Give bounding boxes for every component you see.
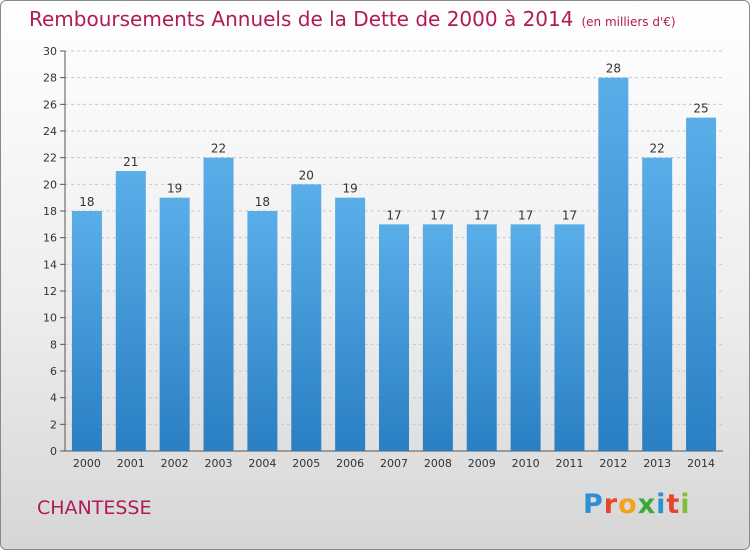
y-tick-label: 24	[43, 125, 57, 138]
bar-value-label: 17	[386, 208, 401, 222]
bar	[466, 224, 497, 451]
bar	[335, 197, 366, 451]
bar-value-label: 21	[123, 155, 138, 169]
y-tick-label: 28	[43, 72, 57, 85]
x-tick-label: 2003	[205, 457, 233, 470]
bar-value-label: 20	[299, 168, 314, 182]
y-tick-label: 22	[43, 152, 57, 165]
y-tick-label: 30	[43, 45, 57, 58]
bar-value-label: 17	[474, 208, 489, 222]
logo-letter: o	[618, 489, 638, 520]
y-tick-label: 12	[43, 285, 57, 298]
x-tick-label: 2014	[687, 457, 715, 470]
y-tick-label: 4	[50, 392, 57, 405]
bar-value-label: 28	[606, 62, 621, 76]
x-tick-label: 2001	[117, 457, 145, 470]
bar	[598, 77, 629, 452]
x-tick-label: 2005	[292, 457, 320, 470]
x-tick-label: 2008	[424, 457, 452, 470]
y-tick-label: 26	[43, 98, 57, 111]
y-tick-label: 16	[43, 232, 57, 245]
x-tick-label: 2010	[512, 457, 540, 470]
bar-value-label: 18	[79, 195, 94, 209]
x-tick-label: 2011	[555, 457, 583, 470]
logo-letter: x	[637, 489, 657, 520]
x-tick-label: 2002	[161, 457, 189, 470]
y-tick-label: 20	[43, 178, 57, 191]
bar	[203, 157, 234, 451]
x-tick-label: 2000	[73, 457, 101, 470]
bar-value-label: 19	[342, 182, 357, 196]
bar	[115, 171, 146, 451]
y-tick-label: 14	[43, 258, 57, 271]
bar	[159, 197, 190, 451]
bars: 18 21 19 22 18 20 19 17 17 17 17 17 28 22 25	[71, 62, 717, 452]
bar-value-label: 18	[255, 195, 270, 209]
y-tick-label: 8	[50, 338, 57, 351]
bar	[510, 224, 541, 451]
bar-value-label: 17	[562, 208, 577, 222]
bar	[686, 117, 717, 452]
chart-title-text: Remboursements Annuels de la Dette de 20…	[29, 7, 574, 31]
y-tick-label: 10	[43, 312, 57, 325]
bar	[379, 224, 409, 451]
logo-letter: t	[666, 489, 681, 520]
bar-value-label: 17	[518, 208, 533, 222]
chart-title: Remboursements Annuels de la Dette de 20…	[29, 7, 676, 31]
x-tick-label: 2013	[643, 457, 671, 470]
y-tick-label: 18	[43, 205, 57, 218]
bar-value-label: 22	[650, 142, 665, 156]
bar	[71, 211, 102, 451]
y-tick-label: 0	[50, 445, 57, 458]
bar	[554, 224, 585, 451]
bar	[247, 211, 278, 451]
logo-letter: P	[583, 489, 604, 520]
y-tick-label: 2	[50, 418, 57, 431]
logo-letter: i	[656, 489, 667, 520]
bar-value-label: 25	[693, 102, 708, 116]
y-tick-label: 6	[50, 365, 57, 378]
x-tick-label: 2009	[468, 457, 496, 470]
bar	[422, 224, 453, 451]
x-tick-label: 2007	[380, 457, 408, 470]
x-tick-label: 2004	[248, 457, 276, 470]
bar	[291, 184, 322, 452]
x-tick-label: 2006	[336, 457, 364, 470]
bar-value-label: 22	[211, 142, 226, 156]
chart-unit: (en milliers d'€)	[581, 15, 676, 29]
proxiti-logo: Proxiti	[583, 489, 691, 520]
commune-name: CHANTESSE	[37, 497, 152, 519]
bar	[642, 157, 673, 451]
bar-value-label: 19	[167, 182, 182, 196]
x-tick-label: 2012	[599, 457, 627, 470]
logo-letter: r	[603, 489, 619, 520]
logo-letter: i	[680, 489, 691, 520]
bar-value-label: 17	[430, 208, 445, 222]
